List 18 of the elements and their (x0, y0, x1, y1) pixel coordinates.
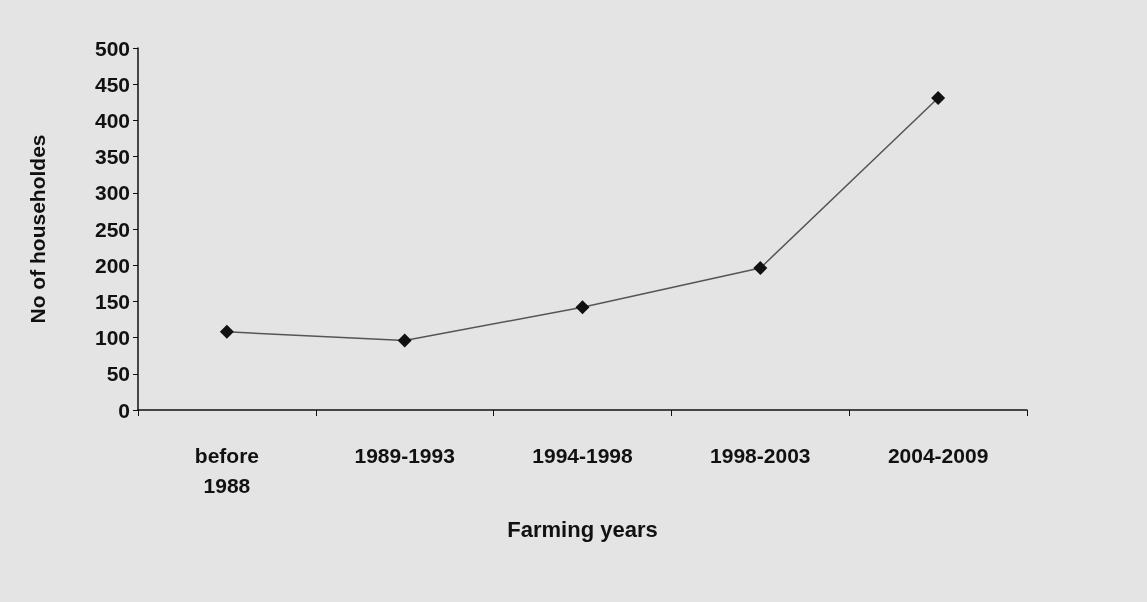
y-tick-label: 200 (94, 253, 130, 277)
y-tick-label: 500 (94, 36, 130, 60)
y-axis-title: No of householdes (26, 134, 49, 324)
y-tick-label: 350 (94, 145, 130, 169)
x-tick-label: 1994-1998 (532, 443, 634, 467)
y-tick-label: 400 (94, 108, 130, 132)
x-tick-label: 2004-2009 (887, 443, 989, 467)
x-tick-label: 1998-2003 (710, 443, 811, 467)
y-tick-label: 150 (94, 289, 130, 313)
x-axis-title: Farming years (507, 516, 658, 542)
y-tick-label: 300 (94, 181, 130, 205)
y-tick-label: 250 (94, 217, 130, 241)
y-tick-label: 100 (94, 326, 130, 350)
x-tick-label: 1989-1993 (354, 443, 455, 467)
y-tick-label: 450 (94, 72, 130, 96)
y-tick-label: 0 (118, 398, 130, 422)
y-tick-label: 50 (106, 362, 130, 386)
x-tick-label: before 1988 (194, 443, 259, 497)
